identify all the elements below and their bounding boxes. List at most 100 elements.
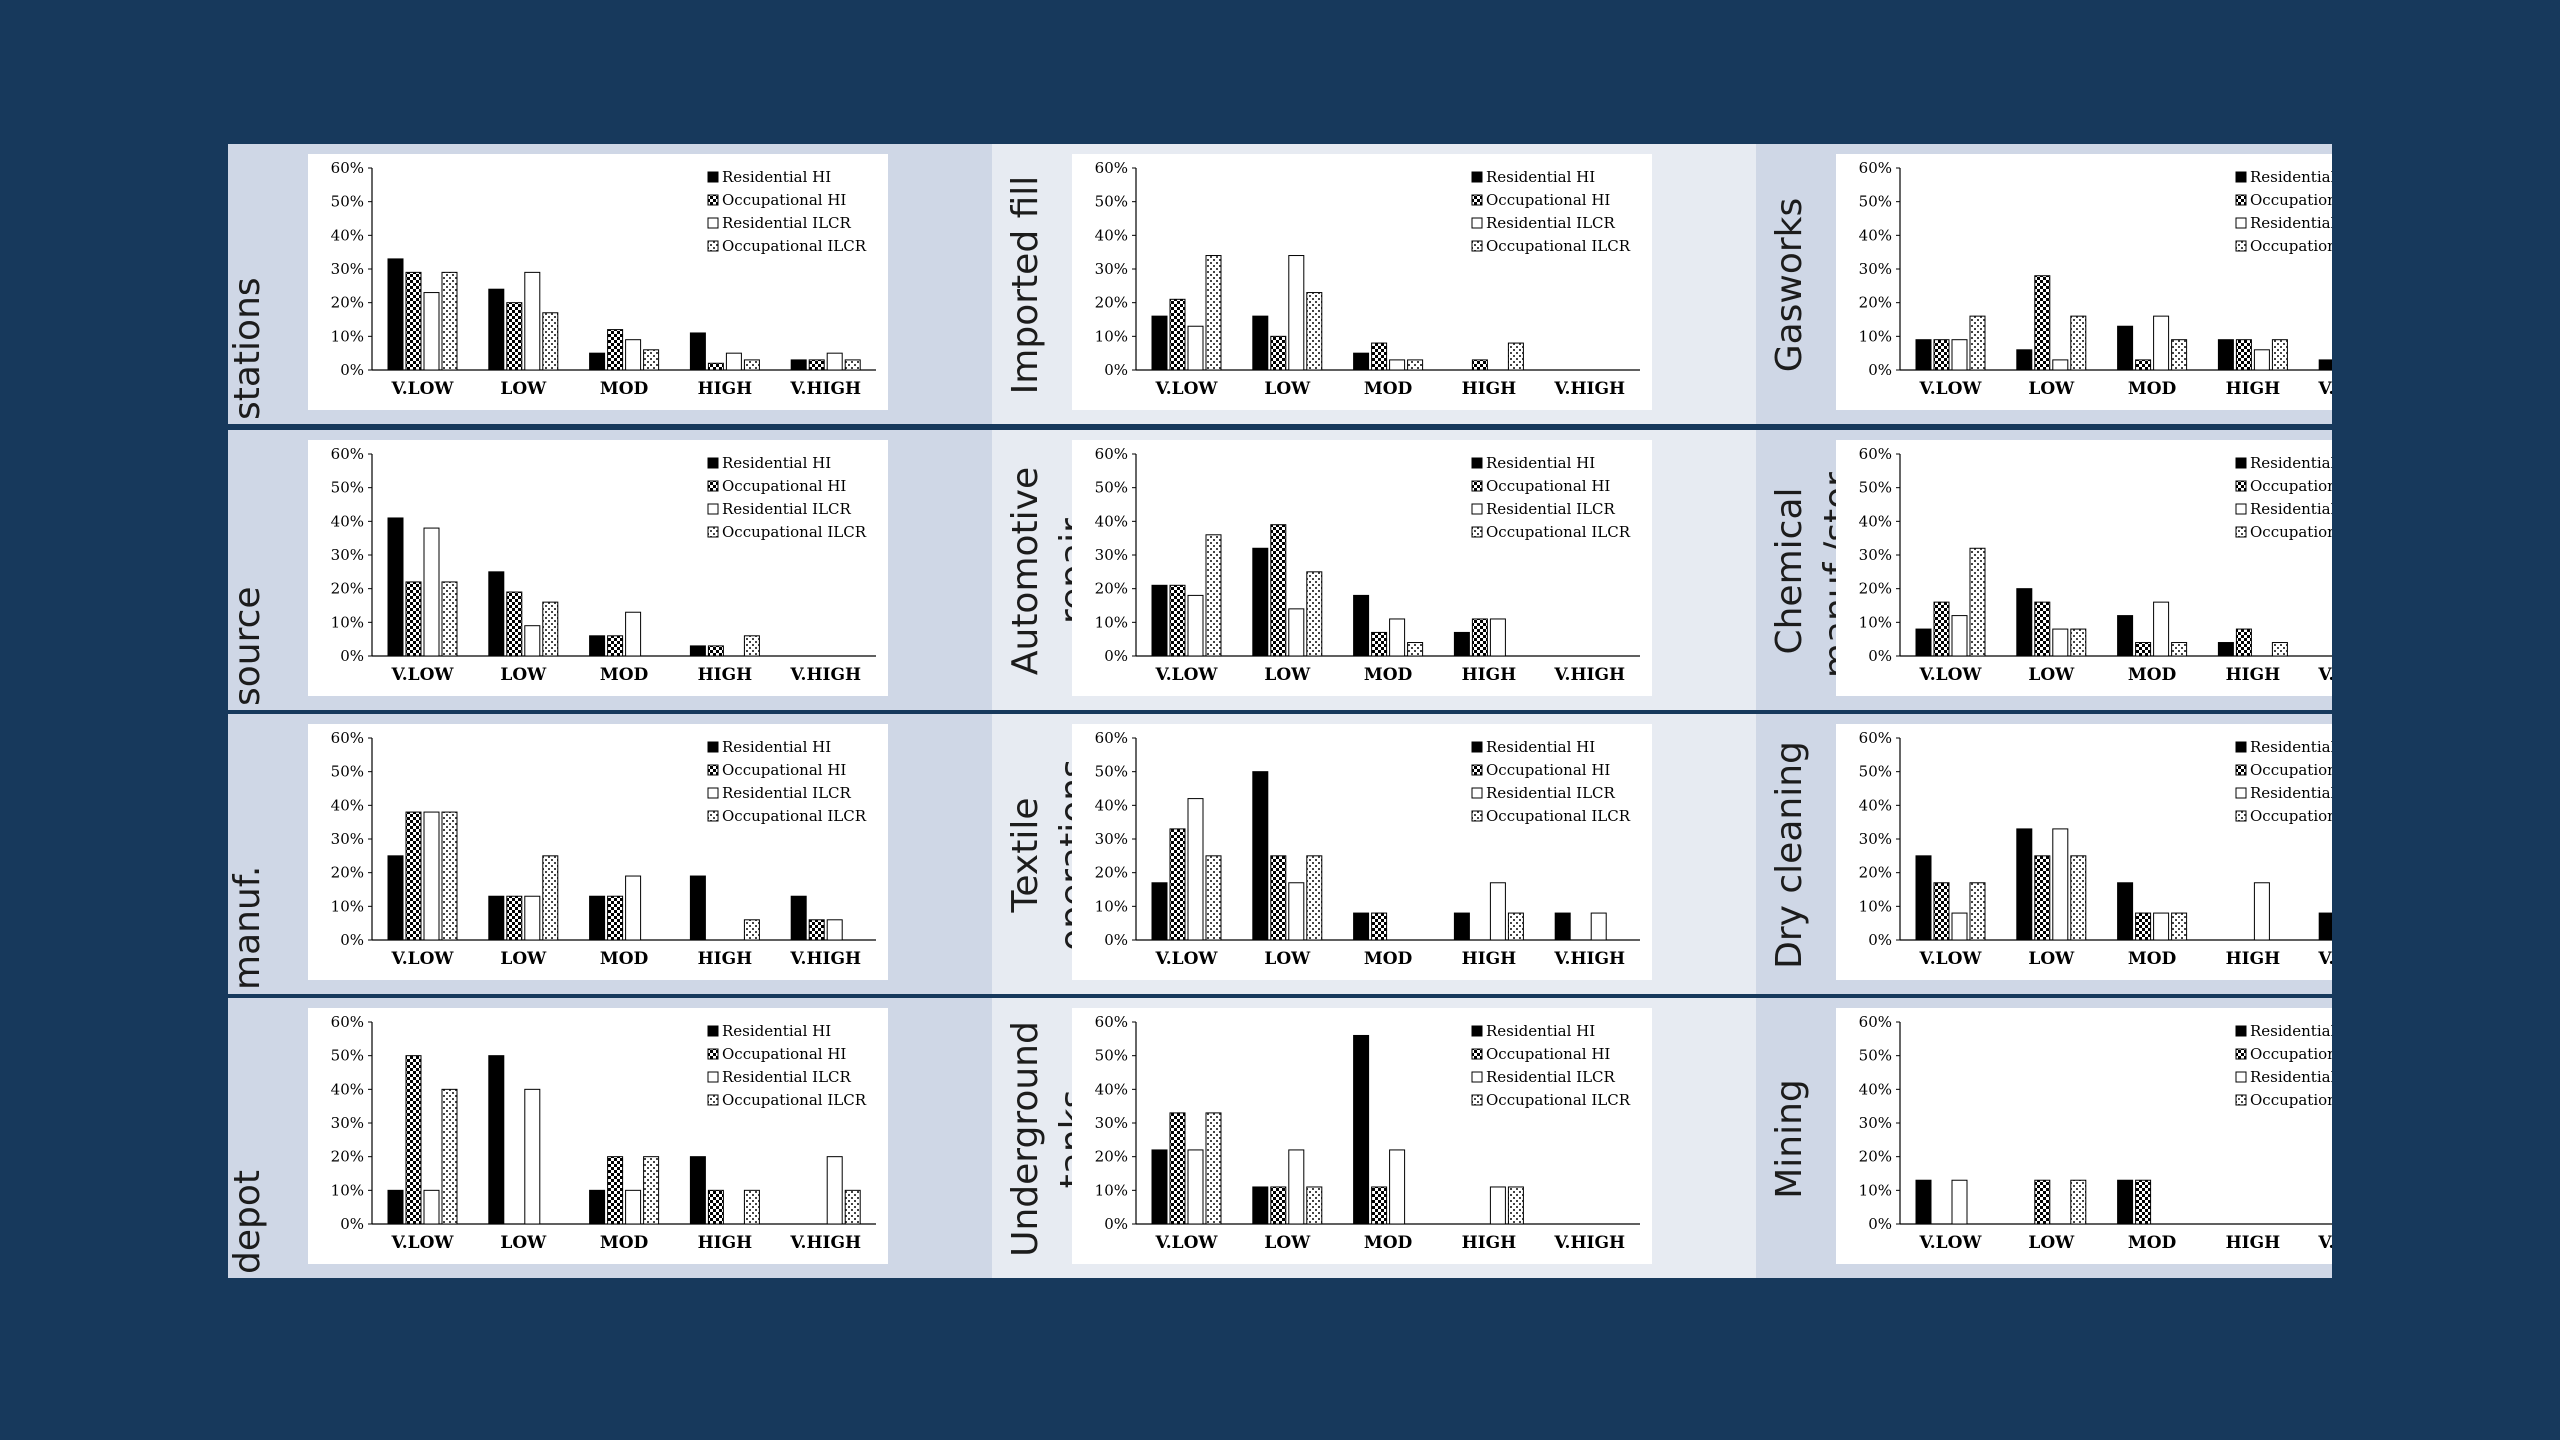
- bar: [1306, 571, 1323, 657]
- legend-swatch: [707, 787, 719, 799]
- bar: [790, 359, 807, 371]
- bar: [1288, 882, 1305, 941]
- bar-chart-panel: 0% 10% 20% 30% 40% 50% 60% V.LOW LOW MOD HIGH V.HIG…: [1836, 1008, 2332, 1264]
- x-tick-label: MOD: [1364, 1233, 1413, 1253]
- x-tick-label: LOW: [2028, 949, 2075, 969]
- bar: [1270, 335, 1287, 371]
- legend-swatch: [707, 810, 719, 822]
- y-tick-label: 50%: [1859, 193, 1892, 211]
- bar: [1151, 1149, 1168, 1225]
- y-tick-label: 10%: [1095, 327, 1128, 345]
- bar: [1205, 1112, 1222, 1225]
- y-tick-label: 10%: [331, 613, 364, 631]
- bar: [2016, 349, 2033, 371]
- x-tick-label: V.LOW: [1919, 1233, 1983, 1253]
- legend-swatch: [2235, 1048, 2247, 1060]
- legend-swatch: [1471, 217, 1483, 229]
- bar: [1389, 359, 1406, 371]
- legend-entry: Occupational HI: [2250, 1045, 2332, 1063]
- bar: [441, 581, 458, 657]
- legend-entry: Occupational ILCR: [1486, 523, 1631, 541]
- x-tick-label: LOW: [2028, 1233, 2075, 1253]
- bar: [423, 1189, 440, 1225]
- legend-entry: Residential ILCR: [2250, 1068, 2332, 1086]
- y-tick-label: 30%: [331, 1114, 364, 1132]
- x-tick-label: HIGH: [2226, 379, 2281, 399]
- y-tick-label: 30%: [1859, 830, 1892, 848]
- legend-swatch: [2235, 787, 2247, 799]
- bar: [441, 1088, 458, 1225]
- y-tick-label: 60%: [1095, 1013, 1128, 1031]
- bar: [2052, 359, 2069, 371]
- bar: [1353, 352, 1370, 371]
- bar: [1915, 339, 1932, 371]
- bar: [2135, 642, 2152, 657]
- y-tick-label: 30%: [1859, 546, 1892, 564]
- bar: [826, 919, 843, 941]
- bar: [2034, 601, 2051, 657]
- y-tick-label: 40%: [331, 512, 364, 530]
- bar: [1169, 1112, 1186, 1225]
- x-tick-label: HIGH: [1462, 379, 1517, 399]
- panel-label: manuf.: [228, 865, 268, 990]
- x-tick-label: V.HIGH: [1553, 949, 1625, 969]
- x-tick-label: V.LOW: [391, 665, 455, 685]
- x-tick-label: V.HIGH: [2317, 665, 2332, 685]
- x-tick-label: V.LOW: [1155, 949, 1219, 969]
- y-tick-label: 30%: [1095, 1114, 1128, 1132]
- bar: [2117, 615, 2134, 657]
- bar: [2235, 628, 2252, 657]
- bar: [844, 1189, 861, 1225]
- legend-swatch: [2235, 503, 2247, 515]
- y-tick-label: 50%: [1095, 1047, 1128, 1065]
- legend-swatch: [2235, 741, 2247, 753]
- x-tick-label: V.HIGH: [2317, 1233, 2332, 1253]
- y-tick-label: 60%: [1095, 159, 1128, 177]
- legend-entry: Occupational HI: [1486, 1045, 1610, 1063]
- y-tick-label: 20%: [331, 1148, 364, 1166]
- legend-entry: Occupational ILCR: [722, 807, 867, 825]
- bar: [607, 895, 624, 941]
- x-tick-label: LOW: [2028, 379, 2075, 399]
- bar: [524, 895, 541, 941]
- legend-entry: Residential ILCR: [1486, 1068, 1616, 1086]
- legend-swatch: [707, 240, 719, 252]
- legend-entry: Residential ILCR: [722, 1068, 852, 1086]
- y-tick-label: 30%: [1095, 830, 1128, 848]
- y-tick-label: 50%: [1095, 479, 1128, 497]
- bar: [1151, 315, 1168, 371]
- x-tick-label: V.LOW: [1919, 379, 1983, 399]
- y-tick-label: 40%: [1859, 796, 1892, 814]
- x-tick-label: MOD: [2128, 949, 2177, 969]
- y-tick-label: 30%: [1859, 260, 1892, 278]
- y-tick-label: 0%: [1104, 1215, 1128, 1233]
- bar: [826, 1156, 843, 1225]
- legend-entry: Residential ILCR: [1486, 784, 1616, 802]
- legend-entry: Residential ILCR: [1486, 500, 1616, 518]
- legend-swatch: [1471, 480, 1483, 492]
- x-tick-label: V.HIGH: [789, 1233, 861, 1253]
- legend-swatch: [707, 457, 719, 469]
- legend-swatch: [1471, 194, 1483, 206]
- legend-swatch: [2235, 171, 2247, 183]
- x-tick-label: HIGH: [1462, 665, 1517, 685]
- bar: [1353, 1034, 1370, 1225]
- legend-swatch: [2235, 480, 2247, 492]
- bar: [1933, 601, 1950, 657]
- legend-swatch: [707, 526, 719, 538]
- legend-entry: Occupational ILCR: [722, 523, 867, 541]
- x-tick-label: V.HIGH: [789, 379, 861, 399]
- y-tick-label: 0%: [1104, 647, 1128, 665]
- bar: [387, 517, 404, 657]
- y-tick-label: 10%: [1095, 1181, 1128, 1199]
- legend-swatch: [1471, 1071, 1483, 1083]
- y-tick-label: 0%: [340, 931, 364, 949]
- bar: [387, 855, 404, 941]
- legend-swatch: [707, 1094, 719, 1106]
- bar: [725, 352, 742, 371]
- bar: [607, 329, 624, 371]
- y-tick-label: 30%: [1095, 546, 1128, 564]
- bar: [1288, 255, 1305, 371]
- bar: [542, 855, 559, 941]
- bar: [488, 895, 505, 941]
